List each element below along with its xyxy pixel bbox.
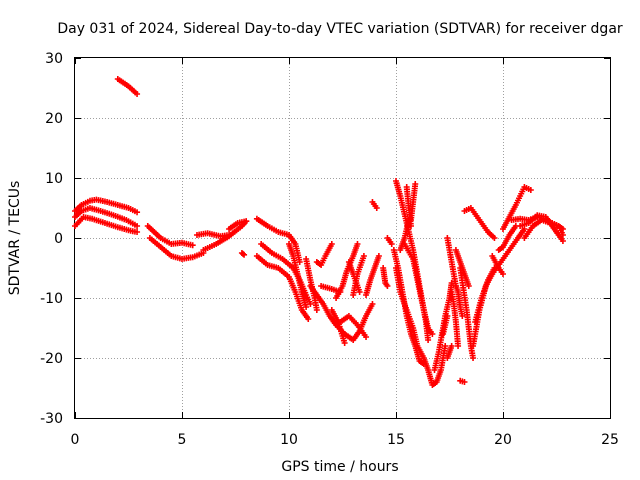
- data-point: [241, 251, 248, 258]
- plot-frame: [74, 57, 611, 419]
- data-point: [455, 343, 462, 349]
- data-point: [307, 301, 314, 307]
- y-tick-label: -10: [40, 291, 63, 307]
- series-arc-i: [226, 218, 250, 232]
- data-point: [491, 235, 498, 241]
- x-tick-label: 25: [601, 432, 619, 448]
- data-point: [429, 331, 436, 337]
- series-arc-an: [452, 283, 466, 319]
- data-point: [305, 316, 312, 322]
- series-arc-z: [380, 265, 391, 289]
- series-arc-aj: [440, 313, 451, 337]
- data-point: [388, 241, 395, 247]
- data-point: [313, 307, 320, 313]
- series-arc-ak: [444, 343, 455, 361]
- x-tick-label: 10: [280, 432, 298, 448]
- y-tick-label: 20: [45, 111, 63, 127]
- data-point: [239, 250, 246, 257]
- data-point: [341, 340, 348, 346]
- data-point: [448, 343, 455, 349]
- series-arc-y: [369, 199, 380, 211]
- data-point: [134, 229, 141, 235]
- series-arc-m: [253, 253, 312, 322]
- series-arc-am: [448, 289, 462, 349]
- series-arc-ay: [517, 212, 566, 244]
- data-point: [363, 334, 370, 340]
- series-arc-at: [461, 205, 498, 241]
- data-point: [189, 242, 196, 249]
- data-points: [72, 76, 566, 388]
- y-axis-label: SDTVAR / TECUs: [7, 181, 23, 296]
- series-arc-t: [337, 313, 370, 340]
- series-arc-az: [521, 217, 566, 241]
- series-arc-ai: [431, 280, 455, 373]
- x-tick-label: 0: [71, 432, 80, 448]
- y-tick-label: -30: [40, 411, 63, 427]
- data-point: [461, 379, 468, 385]
- data-point: [375, 253, 382, 259]
- series-arc-e: [144, 223, 196, 249]
- data-point: [442, 343, 449, 349]
- data-point: [134, 223, 141, 229]
- data-point: [373, 205, 380, 211]
- x-axis-label: GPS time / hours: [281, 459, 398, 475]
- axis-ticks: 0 5 10 15 20 25 -30 -20 -10 0 10 20 30: [40, 51, 619, 448]
- series-arc-ad: [393, 265, 449, 388]
- data-point: [470, 355, 477, 361]
- series-arc-a: [72, 196, 141, 216]
- x-tick-label: 20: [494, 432, 512, 448]
- series-arc-w: [350, 253, 367, 298]
- y-tick-label: 0: [54, 231, 63, 247]
- series-arc-j: [238, 250, 248, 258]
- data-point: [303, 304, 310, 310]
- data-point: [134, 91, 141, 97]
- series-arc-x: [363, 253, 382, 298]
- data-point: [134, 209, 141, 216]
- data-point: [559, 238, 566, 244]
- series-arc-b: [72, 205, 141, 229]
- series-arc-d: [114, 76, 141, 97]
- grid: [75, 58, 610, 418]
- series-arc-av: [495, 223, 519, 253]
- data-point: [354, 241, 361, 247]
- series-arc-aw: [500, 184, 534, 232]
- data-point: [465, 283, 472, 289]
- series-arc-n: [286, 241, 310, 310]
- series-arc-ae: [401, 241, 436, 337]
- data-point: [425, 337, 432, 343]
- data-point: [459, 313, 466, 319]
- data-point: [356, 289, 363, 295]
- series-arc-c: [72, 214, 141, 235]
- chart-title: Day 031 of 2024, Sidereal Day-to-day VTE…: [57, 21, 623, 37]
- series-arc-aq: [457, 377, 468, 385]
- x-tick-label: 5: [178, 432, 187, 448]
- y-tick-label: -20: [40, 351, 63, 367]
- data-point: [328, 241, 335, 247]
- series-arc-f: [146, 235, 207, 262]
- series-arc-aa: [384, 235, 395, 247]
- data-point: [407, 217, 414, 223]
- data-point: [527, 187, 534, 193]
- series-arc-ap: [457, 265, 477, 361]
- data-point: [360, 253, 367, 259]
- y-tick-label: 10: [45, 171, 63, 187]
- x-tick-label: 15: [387, 432, 405, 448]
- y-tick-label: 30: [45, 51, 63, 67]
- data-point: [397, 247, 404, 253]
- data-point: [444, 313, 451, 319]
- series-arc-p: [313, 241, 335, 268]
- data-point: [500, 271, 506, 277]
- data-point: [559, 226, 566, 232]
- data-point: [243, 218, 250, 225]
- data-point: [369, 301, 376, 307]
- series-arc-as: [472, 265, 498, 325]
- series-arc-ah: [407, 181, 419, 223]
- data-point: [384, 283, 391, 289]
- data-point: [407, 223, 414, 229]
- series-arc-au: [489, 253, 506, 277]
